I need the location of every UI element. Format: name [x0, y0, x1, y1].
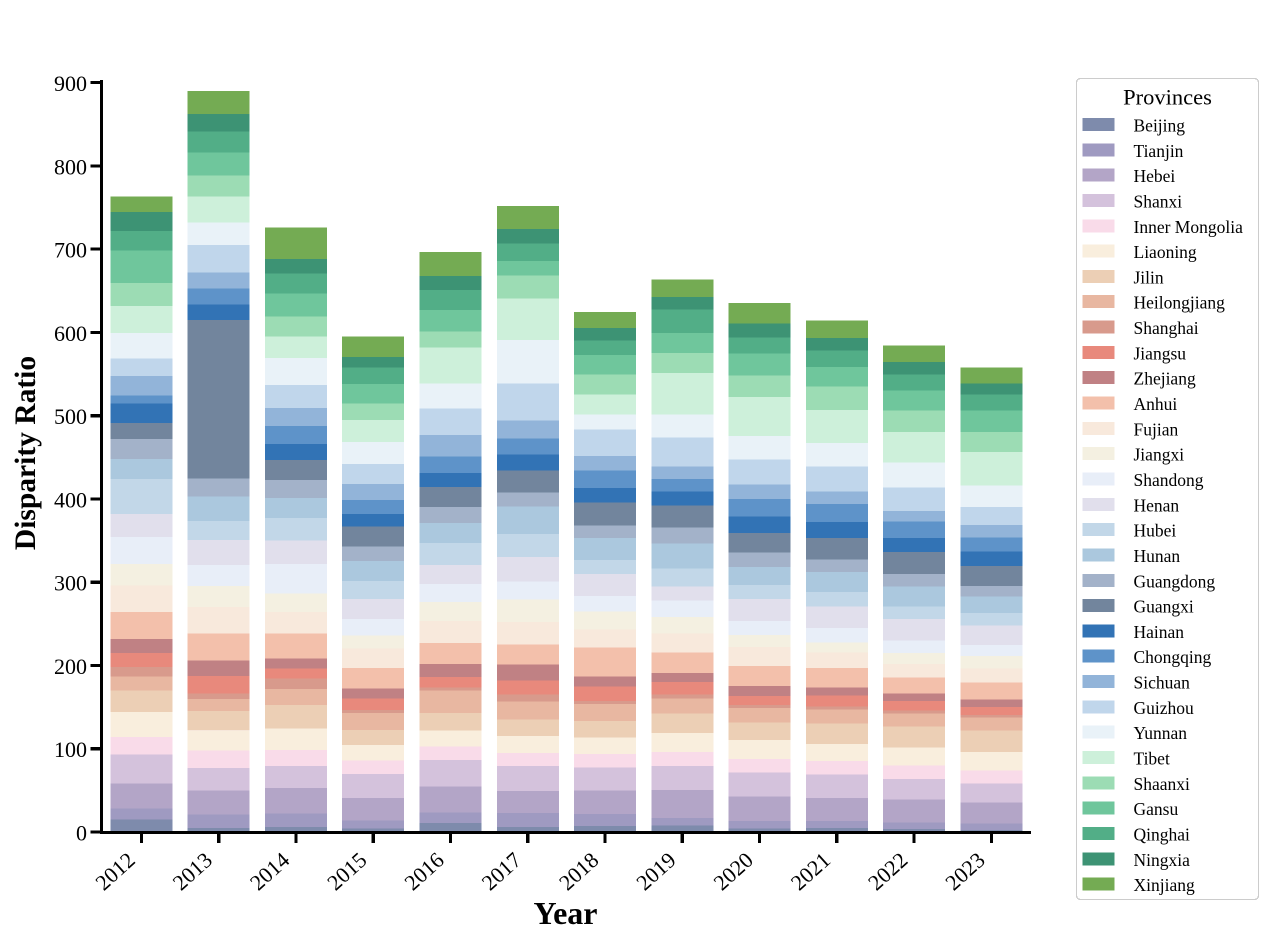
svg-text:Shanghai: Shanghai	[1134, 318, 1199, 338]
svg-text:800: 800	[54, 154, 87, 179]
svg-text:Zhejiang: Zhejiang	[1134, 369, 1196, 389]
svg-text:Hunan: Hunan	[1134, 546, 1181, 566]
svg-text:Liaoning: Liaoning	[1134, 242, 1197, 262]
svg-text:300: 300	[54, 571, 87, 596]
svg-text:Tianjin: Tianjin	[1134, 141, 1184, 161]
svg-text:Guizhou: Guizhou	[1134, 698, 1195, 718]
svg-text:Jilin: Jilin	[1134, 267, 1164, 287]
svg-text:Hubei: Hubei	[1134, 521, 1177, 541]
svg-text:Gansu: Gansu	[1134, 799, 1179, 819]
svg-text:Hebei: Hebei	[1134, 166, 1176, 186]
svg-text:Guangxi: Guangxi	[1134, 597, 1194, 617]
svg-text:900: 900	[54, 71, 87, 96]
svg-text:200: 200	[54, 654, 87, 679]
svg-text:600: 600	[54, 321, 87, 346]
svg-text:Fujian: Fujian	[1134, 419, 1179, 439]
svg-text:Anhui: Anhui	[1134, 394, 1178, 414]
svg-text:500: 500	[54, 404, 87, 429]
svg-text:Henan: Henan	[1134, 495, 1180, 515]
svg-text:Yunnan: Yunnan	[1134, 723, 1188, 743]
svg-text:Qinghai: Qinghai	[1134, 824, 1191, 844]
svg-text:400: 400	[54, 487, 87, 512]
svg-text:Shanxi: Shanxi	[1134, 191, 1183, 211]
svg-text:Tibet: Tibet	[1134, 749, 1170, 769]
svg-text:Sichuan: Sichuan	[1134, 673, 1191, 693]
svg-text:Chongqing: Chongqing	[1134, 647, 1212, 667]
svg-text:Guangdong: Guangdong	[1134, 571, 1216, 591]
svg-text:Year: Year	[534, 895, 598, 931]
svg-text:Xinjiang: Xinjiang	[1134, 875, 1195, 895]
svg-text:Beijing: Beijing	[1134, 116, 1186, 136]
svg-text:Jiangxi: Jiangxi	[1134, 445, 1185, 465]
svg-text:0: 0	[76, 821, 87, 846]
svg-text:100: 100	[54, 737, 87, 762]
svg-text:Hainan: Hainan	[1134, 622, 1185, 642]
svg-text:700: 700	[54, 238, 87, 263]
svg-text:Shandong: Shandong	[1134, 470, 1204, 490]
svg-text:Inner Mongolia: Inner Mongolia	[1134, 217, 1244, 237]
svg-text:Shaanxi: Shaanxi	[1134, 774, 1191, 794]
svg-text:Provinces: Provinces	[1123, 85, 1212, 110]
svg-text:Jiangsu: Jiangsu	[1134, 343, 1187, 363]
svg-text:Ningxia: Ningxia	[1134, 850, 1191, 870]
svg-text:Disparity Ratio: Disparity Ratio	[10, 356, 42, 550]
svg-text:Heilongjiang: Heilongjiang	[1134, 293, 1226, 313]
